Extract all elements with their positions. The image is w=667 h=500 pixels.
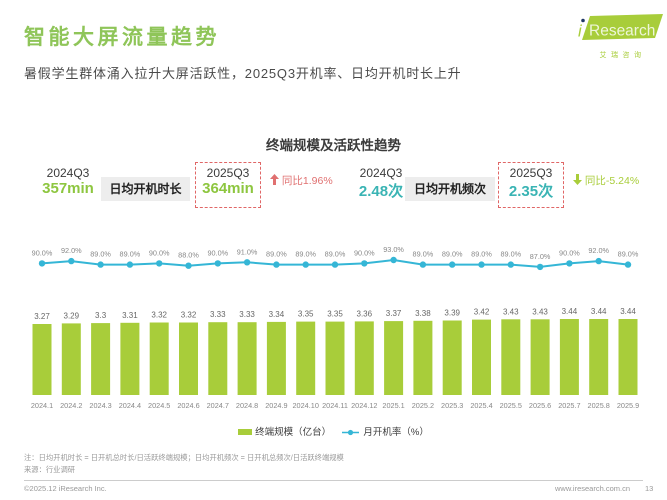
svg-text:3.31: 3.31 <box>122 311 138 320</box>
svg-text:3.27: 3.27 <box>34 312 50 321</box>
svg-text:2024.6: 2024.6 <box>177 401 199 410</box>
svg-text:3.35: 3.35 <box>327 310 343 319</box>
svg-text:3.42: 3.42 <box>474 308 490 317</box>
svg-text:2024.4: 2024.4 <box>119 401 141 410</box>
svg-text:2025.8: 2025.8 <box>588 401 610 410</box>
svg-text:89.0%: 89.0% <box>120 250 141 259</box>
svg-text:89.0%: 89.0% <box>500 250 521 259</box>
svg-text:3.37: 3.37 <box>386 309 402 318</box>
svg-text:93.0%: 93.0% <box>383 245 404 254</box>
svg-text:90.0%: 90.0% <box>559 248 580 257</box>
svg-text:3.29: 3.29 <box>64 311 80 320</box>
svg-text:87.0%: 87.0% <box>530 252 551 261</box>
svg-text:2025.9: 2025.9 <box>617 401 639 410</box>
svg-text:89.0%: 89.0% <box>618 250 639 259</box>
svg-text:3.32: 3.32 <box>181 311 197 320</box>
svg-text:2024.1: 2024.1 <box>31 401 53 410</box>
svg-text:3.44: 3.44 <box>562 307 578 316</box>
svg-text:2024.11: 2024.11 <box>322 401 348 410</box>
svg-text:91.0%: 91.0% <box>237 247 258 256</box>
svg-text:3.33: 3.33 <box>239 310 255 319</box>
svg-text:89.0%: 89.0% <box>90 250 111 259</box>
svg-text:2024.5: 2024.5 <box>148 401 170 410</box>
svg-text:3.39: 3.39 <box>444 309 460 318</box>
svg-text:2024.10: 2024.10 <box>293 401 319 410</box>
svg-text:3.34: 3.34 <box>269 310 285 319</box>
svg-text:3.3: 3.3 <box>95 311 107 320</box>
svg-text:2024.3: 2024.3 <box>89 401 111 410</box>
svg-text:3.35: 3.35 <box>298 310 314 319</box>
svg-text:2025.3: 2025.3 <box>441 401 463 410</box>
svg-text:88.0%: 88.0% <box>178 251 199 260</box>
svg-text:89.0%: 89.0% <box>325 250 346 259</box>
svg-text:2024.7: 2024.7 <box>207 401 229 410</box>
svg-text:2025.6: 2025.6 <box>529 401 551 410</box>
svg-text:3.44: 3.44 <box>620 307 636 316</box>
svg-text:3.38: 3.38 <box>415 309 431 318</box>
svg-text:3.43: 3.43 <box>503 307 519 316</box>
svg-text:3.36: 3.36 <box>357 309 373 318</box>
svg-text:3.43: 3.43 <box>532 307 548 316</box>
svg-text:89.0%: 89.0% <box>413 250 434 259</box>
svg-text:3.33: 3.33 <box>210 310 226 319</box>
svg-text:3.32: 3.32 <box>151 311 167 320</box>
svg-text:2025.1: 2025.1 <box>382 401 404 410</box>
svg-text:2025.7: 2025.7 <box>558 401 580 410</box>
svg-text:2024.8: 2024.8 <box>236 401 258 410</box>
svg-text:89.0%: 89.0% <box>442 250 463 259</box>
svg-text:92.0%: 92.0% <box>61 246 82 255</box>
svg-text:92.0%: 92.0% <box>588 246 609 255</box>
svg-text:89.0%: 89.0% <box>295 250 316 259</box>
svg-text:2024.2: 2024.2 <box>60 401 82 410</box>
svg-text:3.44: 3.44 <box>591 307 607 316</box>
svg-text:2025.5: 2025.5 <box>500 401 522 410</box>
svg-text:90.0%: 90.0% <box>149 248 170 257</box>
svg-text:2025.2: 2025.2 <box>412 401 434 410</box>
svg-text:90.0%: 90.0% <box>32 248 53 257</box>
svg-text:90.0%: 90.0% <box>354 248 375 257</box>
svg-text:2025.4: 2025.4 <box>470 401 492 410</box>
svg-text:2024.12: 2024.12 <box>351 401 377 410</box>
svg-text:2024.9: 2024.9 <box>265 401 287 410</box>
svg-text:90.0%: 90.0% <box>207 248 228 257</box>
svg-text:89.0%: 89.0% <box>471 250 492 259</box>
svg-text:89.0%: 89.0% <box>266 250 287 259</box>
